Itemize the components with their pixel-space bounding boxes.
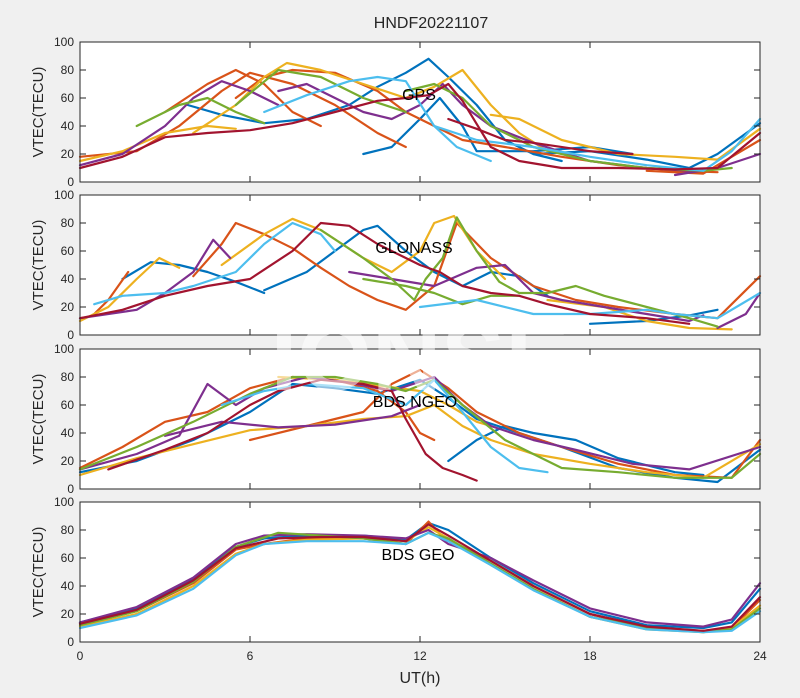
panel-1: 0 20 40 60 80 100 VTEC(TECU) GPS	[30, 35, 762, 189]
y-tick-label: 40	[61, 272, 75, 286]
y-tick-label: 100	[54, 188, 74, 202]
series-line-6	[78, 531, 762, 634]
y-tick-label: 60	[61, 244, 75, 258]
y-axis-label: VTEC(TECU)	[30, 67, 47, 158]
series-group	[78, 57, 762, 177]
series-line-11	[107, 378, 478, 482]
y-tick-label: 40	[61, 119, 75, 133]
y-axis-label: VTEC(TECU)	[30, 527, 47, 618]
y-tick-label: 100	[54, 495, 74, 509]
series-line-19	[78, 82, 762, 171]
series-line-17	[263, 75, 492, 163]
series-line-4	[78, 528, 762, 628]
x-tick-label: 0	[77, 649, 84, 663]
panel-annotation: BDS GEO	[382, 547, 455, 564]
series-line-5	[192, 221, 458, 311]
series-line-11	[78, 80, 280, 167]
y-tick-label: 60	[61, 398, 75, 412]
series-line-7	[78, 523, 762, 632]
y-tick-label: 20	[61, 300, 75, 314]
y-tick-label: 100	[54, 342, 74, 356]
y-tick-label: 80	[61, 370, 75, 384]
x-axis-label: UT(h)	[400, 670, 441, 687]
series-line-9	[192, 61, 549, 153]
series-line-8	[78, 124, 237, 163]
series-line-14	[135, 96, 266, 128]
y-tick-label: 0	[67, 328, 74, 342]
panel-4: 0 20 40 60 80 100 0 6 12 18 24 VTEC(TECU) BDS GEO	[30, 495, 767, 663]
series-line-14	[362, 277, 521, 306]
panel-3: 0 20 40 60 80 100 VTEC(TECU) BDS NGEO	[30, 342, 762, 496]
series-group	[78, 520, 762, 634]
series-line-13	[319, 216, 719, 328]
series-line-10	[78, 238, 232, 320]
panel-annotation: GLONASS	[375, 240, 452, 257]
watermark: IONSE	[271, 304, 570, 411]
series-line-5	[163, 68, 322, 128]
y-tick-label: 40	[61, 579, 75, 593]
y-tick-label: 0	[67, 175, 74, 189]
series-line-16	[418, 291, 762, 320]
series-line-3	[532, 122, 762, 170]
series-line-5	[78, 403, 762, 479]
x-tick-label: 24	[753, 649, 767, 663]
series-line-17	[78, 221, 691, 325]
series-line-10	[220, 378, 549, 474]
series-line-7	[78, 256, 181, 323]
series-line-1	[121, 261, 266, 295]
panel-annotation: BDS NGEO	[373, 394, 457, 411]
series-line-12	[716, 291, 762, 330]
series-group	[78, 214, 762, 331]
series-line-8	[220, 214, 507, 281]
series-line-15	[234, 68, 407, 114]
x-tick-label: 12	[413, 649, 427, 663]
y-tick-label: 80	[61, 63, 75, 77]
y-tick-label: 20	[61, 607, 75, 621]
figure-title: HNDF20221107	[374, 15, 489, 32]
y-tick-label: 60	[61, 551, 75, 565]
y-tick-label: 0	[67, 635, 74, 649]
series-line-9	[78, 375, 762, 479]
y-tick-label: 60	[61, 91, 75, 105]
x-tick-label: 18	[583, 649, 597, 663]
series-line-15	[93, 221, 337, 306]
series-line-7	[645, 138, 762, 175]
panel-2: 0 20 40 60 80 100 VTEC(TECU) GLONASS	[30, 188, 762, 342]
y-tick-label: 80	[61, 523, 75, 537]
plot-area	[80, 502, 760, 642]
x-tick-label: 6	[247, 649, 254, 663]
y-tick-label: 20	[61, 454, 75, 468]
y-tick-label: 40	[61, 426, 75, 440]
series-group	[78, 368, 762, 484]
series-line-20	[447, 117, 634, 156]
y-axis-label: VTEC(TECU)	[30, 374, 47, 465]
y-tick-label: 0	[67, 482, 74, 496]
y-tick-label: 100	[54, 35, 74, 49]
series-line-8	[163, 403, 422, 437]
series-line-2	[447, 424, 705, 477]
y-axis-label: VTEC(TECU)	[30, 220, 47, 311]
y-tick-label: 20	[61, 147, 75, 161]
y-tick-label: 80	[61, 216, 75, 230]
panel-annotation: GPS	[402, 87, 436, 104]
